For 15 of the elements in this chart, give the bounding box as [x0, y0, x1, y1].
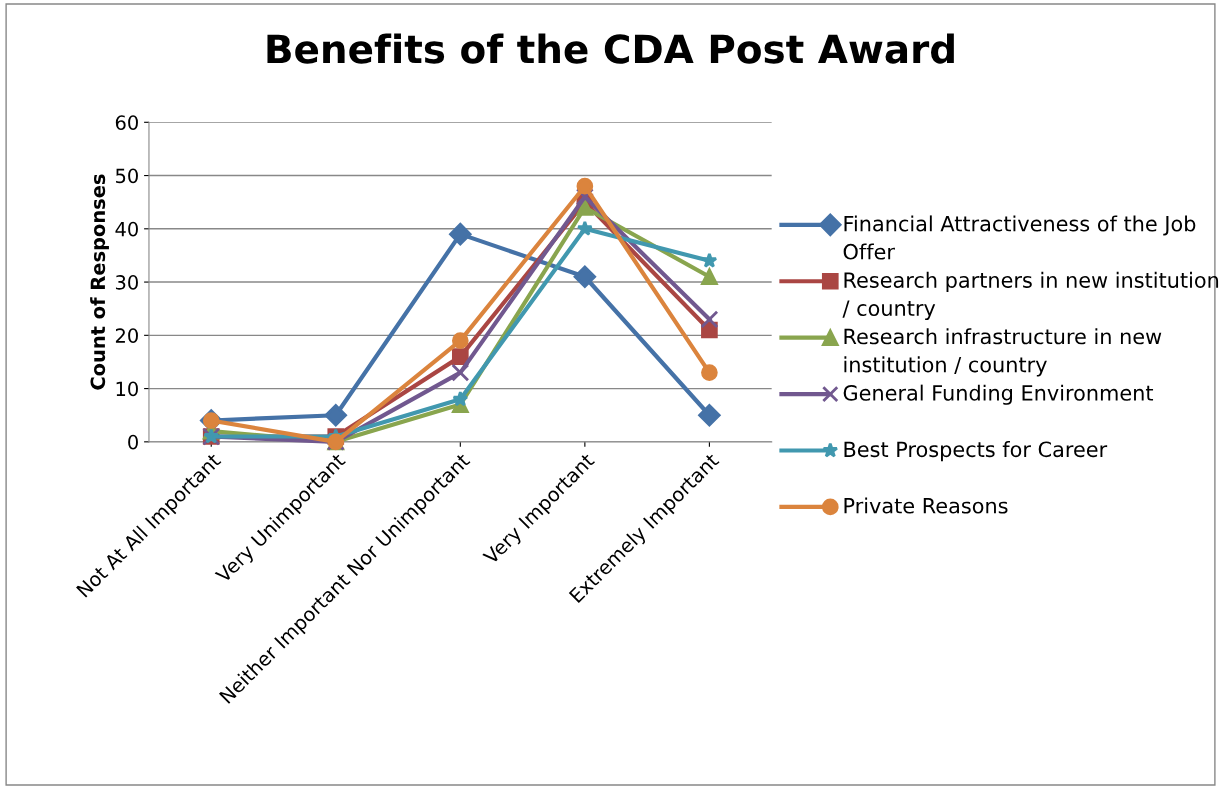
legend-label: General Funding Environment — [843, 384, 1154, 405]
y-tick-label: 20 — [115, 328, 138, 343]
chart-title: Benefits of the CDA Post Award — [267, 33, 954, 64]
y-tick-label: 30 — [115, 275, 138, 290]
y-tick-label: 60 — [115, 115, 138, 130]
y-tick-label: 40 — [115, 221, 138, 237]
y-tick-label: 0 — [128, 434, 138, 450]
legend-label: Private Reasons — [844, 497, 1008, 514]
y-tick-label: 10 — [116, 381, 138, 397]
y-axis-title: Count of Responses — [90, 174, 109, 390]
y-tick-label: 50 — [116, 168, 138, 184]
legend-label: Best Prospects for Career — [844, 441, 1108, 462]
legend-label: Financial Attractiveness of the Job Offer — [843, 215, 1196, 260]
legend-label: Research infrastructure in new institution / country — [844, 328, 1162, 377]
legend-label: Research partners in new institution / country — [842, 271, 1219, 321]
